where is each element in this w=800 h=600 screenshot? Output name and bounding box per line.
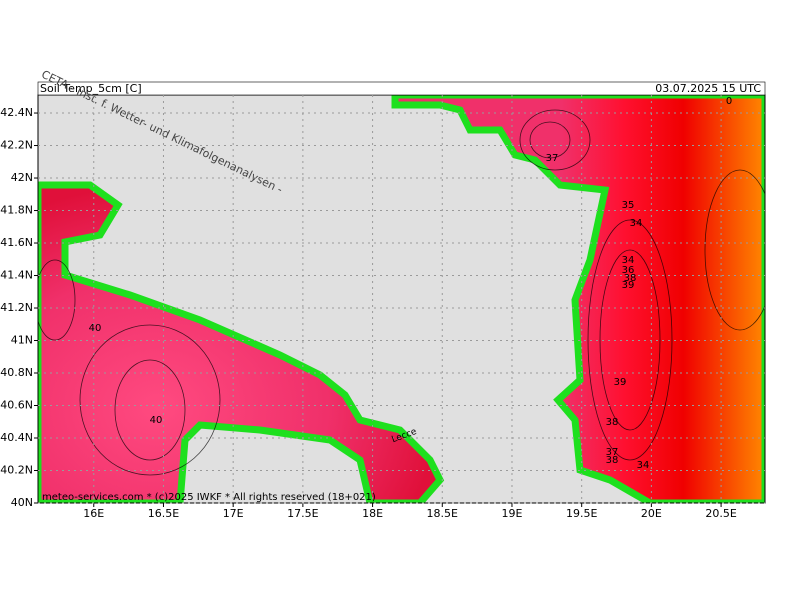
contour-label: 37 [546, 153, 559, 164]
valid-time: 03.07.2025 15 UTC [655, 82, 761, 95]
lat-tick-label: 41.6N [0, 236, 33, 249]
contours [38, 109, 765, 476]
contour-label: 38 [606, 455, 619, 466]
lat-tick-label: 41N [11, 334, 33, 347]
lon-tick-label: 16.5E [148, 507, 179, 520]
contour-label: 35 [622, 200, 635, 211]
lat-tick-label: 40.8N [0, 366, 33, 379]
lat-tick-label: 42.4N [0, 106, 33, 119]
contour-label: 36 [622, 265, 635, 276]
lat-tick-label: 40.2N [0, 464, 33, 477]
contour-label: 38 [606, 417, 619, 428]
contour-label: 34 [622, 255, 635, 266]
lat-tick-label: 41.8N [0, 204, 33, 217]
lon-tick-label: 16E [83, 507, 104, 520]
contour-label: 39 [622, 280, 635, 291]
lon-tick-label: 18.5E [427, 507, 458, 520]
lon-tick-label: 19E [502, 507, 523, 520]
contour-label: 0 [726, 96, 732, 107]
land [38, 95, 765, 503]
contour-label: 40 [89, 323, 102, 334]
contour-label: 40 [150, 415, 163, 426]
lat-tick-label: 40.6N [0, 399, 33, 412]
lat-tick-label: 40.4N [0, 431, 33, 444]
header-bar [37, 81, 766, 96]
lon-tick-label: 20E [641, 507, 662, 520]
contour-label: 34 [630, 218, 643, 229]
italy [38, 181, 445, 503]
lat-tick-label: 41.4N [0, 269, 33, 282]
contour-label: 39 [614, 377, 627, 388]
lon-tick-label: 18E [362, 507, 383, 520]
lat-tick-label: 42.2N [0, 139, 33, 152]
lon-tick-label: 17E [223, 507, 244, 520]
contour-label: 34 [637, 460, 650, 471]
lon-tick-label: 19.5E [566, 507, 597, 520]
contour-label: 37 [606, 447, 619, 458]
lon-tick-label: 17.5E [287, 507, 318, 520]
map-title: Soil Temp_5cm [C] [40, 82, 142, 95]
balkans [391, 95, 765, 503]
footer: meteo-services.com * (c)2025 IWKF * All … [42, 492, 376, 503]
lat-tick-label: 40N [11, 496, 33, 509]
contour-label: 38 [624, 273, 637, 284]
lat-tick-label: 41.2N [0, 301, 33, 314]
lon-tick-label: 20.5E [705, 507, 736, 520]
lat-tick-label: 42N [11, 171, 33, 184]
